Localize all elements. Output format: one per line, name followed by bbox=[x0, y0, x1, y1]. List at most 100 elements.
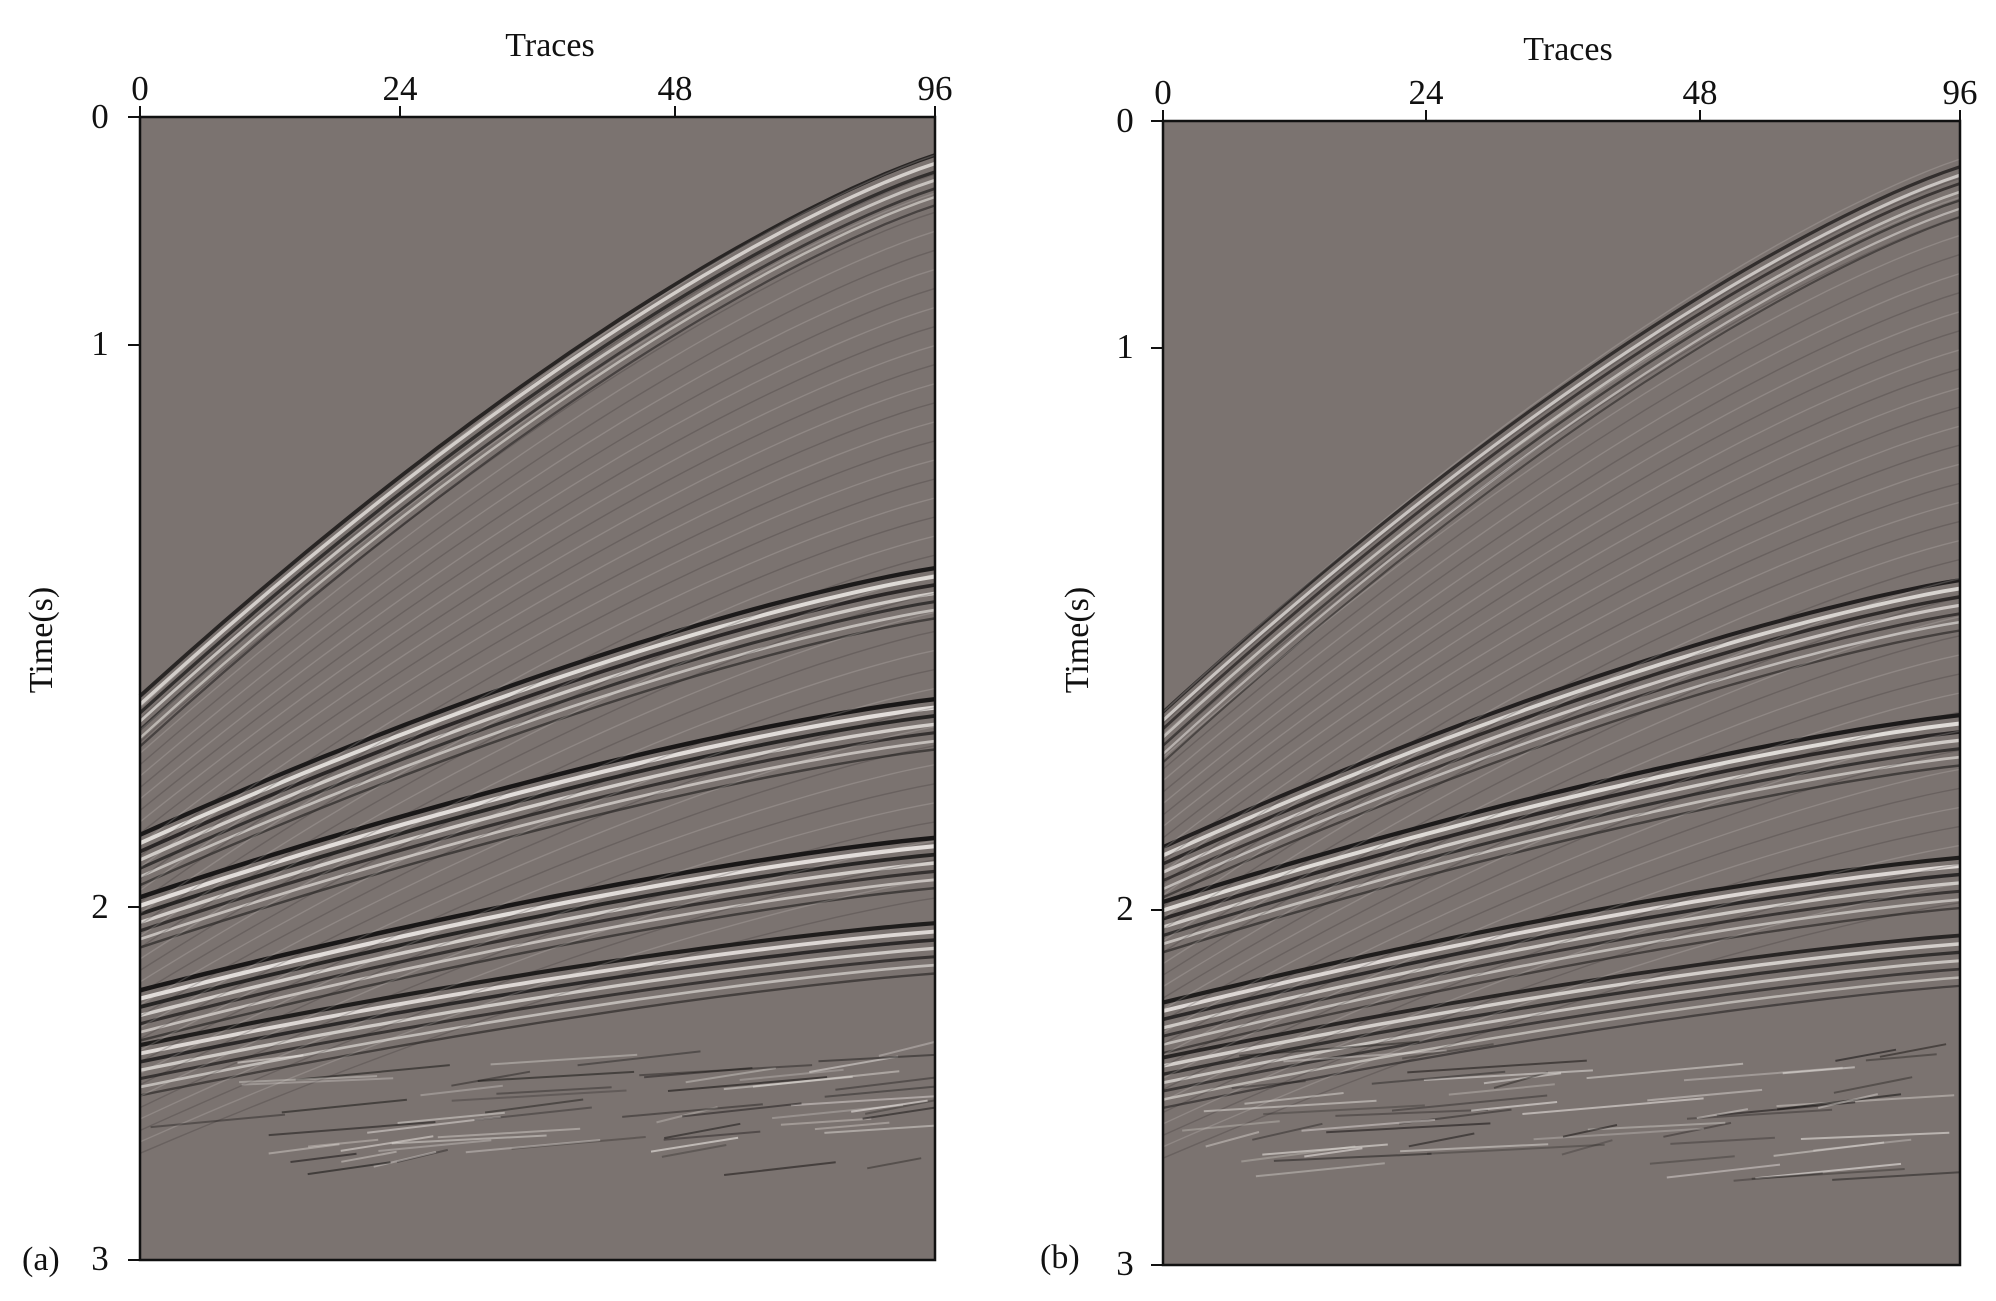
texture-line bbox=[139, 725, 936, 1052]
noise-streak bbox=[809, 1055, 899, 1073]
noise-streak bbox=[397, 1111, 505, 1124]
noise-streak bbox=[1398, 1108, 1512, 1125]
noise-streak bbox=[577, 1050, 701, 1067]
wavelet-line bbox=[1162, 898, 1961, 1046]
noise-streak bbox=[511, 1136, 646, 1150]
wavelet-line bbox=[1162, 755, 1961, 946]
seismic-plot-area bbox=[1161, 121, 1961, 1265]
noise-streak bbox=[865, 1099, 936, 1115]
y-tick-label-1: 1 bbox=[1116, 327, 1134, 366]
texture-line bbox=[139, 897, 936, 1154]
wavelet-line bbox=[139, 731, 936, 933]
noise-streak bbox=[682, 1102, 802, 1118]
wavelet-line bbox=[1162, 889, 1961, 1038]
y-axis-title: Time(s) bbox=[1059, 587, 1096, 693]
reflection-event-5 bbox=[1162, 933, 1961, 1110]
wavelet-line bbox=[139, 861, 936, 1018]
y-axis-title: Time(s) bbox=[23, 587, 60, 693]
wavelet-line bbox=[1161, 165, 1961, 714]
x-tick-label-0: 0 bbox=[131, 69, 149, 108]
texture-line bbox=[1162, 768, 1961, 1079]
plot-background bbox=[140, 117, 935, 1260]
noise-streak bbox=[644, 1067, 753, 1079]
wavelet-line bbox=[139, 886, 936, 1042]
noise-streak bbox=[1239, 1040, 1420, 1057]
y-tick-label-2: 2 bbox=[91, 887, 109, 926]
texture-line bbox=[139, 630, 936, 994]
wavelet-line bbox=[1162, 959, 1961, 1085]
noise-streak bbox=[1203, 1099, 1377, 1113]
plot-frame bbox=[138, 115, 937, 1262]
wavelet-line bbox=[139, 938, 936, 1064]
wavelet-line bbox=[1162, 906, 1961, 1055]
texture-line bbox=[139, 363, 936, 834]
wavelet-line bbox=[139, 739, 936, 941]
texture-line bbox=[139, 497, 936, 914]
wavelet-line bbox=[139, 195, 936, 739]
noise-streak bbox=[378, 1139, 492, 1152]
noise-streak bbox=[1666, 1163, 1781, 1179]
noise-streak bbox=[752, 1070, 900, 1088]
noise-streak bbox=[1586, 1062, 1744, 1080]
panel-label-b: (b) bbox=[1040, 1239, 1080, 1276]
texture-line bbox=[139, 878, 936, 1143]
x-tick-label-96: 96 bbox=[1943, 73, 1978, 112]
x-tick-label-96: 96 bbox=[918, 69, 953, 108]
noise-streak bbox=[1423, 1069, 1593, 1081]
noise-streak bbox=[1716, 1101, 1856, 1117]
noise-streak bbox=[451, 1070, 531, 1087]
texture-line bbox=[1162, 844, 1961, 1125]
noise-streak bbox=[239, 1075, 378, 1084]
wavelet-line bbox=[139, 591, 936, 862]
noise-streak bbox=[835, 1076, 936, 1091]
noise-streak bbox=[814, 1121, 890, 1131]
wavelet-line bbox=[139, 955, 936, 1081]
noise-streak bbox=[663, 1130, 761, 1141]
wavelet-line bbox=[139, 608, 936, 878]
texture-line bbox=[139, 440, 936, 880]
noise-streak bbox=[878, 1040, 936, 1057]
noise-streak bbox=[308, 1138, 379, 1148]
texture-line bbox=[139, 192, 936, 731]
texture-line bbox=[139, 611, 936, 983]
texture-line bbox=[139, 802, 936, 1097]
wavelet-line bbox=[1162, 730, 1961, 921]
texture-line bbox=[1162, 635, 1961, 999]
texture-line bbox=[139, 211, 936, 743]
wavelet-line bbox=[1162, 586, 1961, 858]
y-tick-label-2: 2 bbox=[1116, 889, 1134, 928]
y-tick-label-1: 1 bbox=[91, 324, 109, 363]
texture-line bbox=[1162, 425, 1961, 873]
texture-line bbox=[139, 821, 936, 1109]
noise-streak bbox=[824, 1085, 936, 1098]
noise-streak bbox=[639, 1064, 813, 1077]
noise-streak bbox=[851, 1099, 928, 1113]
wavelet-line bbox=[1162, 872, 1961, 1022]
texture-line bbox=[1162, 673, 1961, 1022]
texture-line bbox=[139, 706, 936, 1040]
noise-streak bbox=[391, 1134, 547, 1145]
wavelet-line bbox=[1162, 855, 1961, 1005]
texture-line bbox=[1162, 902, 1961, 1159]
wavelet-line bbox=[1162, 578, 1961, 849]
noise-streak bbox=[484, 1098, 584, 1114]
wavelet-line bbox=[139, 583, 936, 854]
noise-streak bbox=[1865, 1053, 1937, 1062]
texture-line bbox=[1162, 387, 1961, 850]
noise-streak bbox=[667, 1076, 828, 1092]
y-tick-label-3: 3 bbox=[91, 1239, 109, 1278]
wavelet-line bbox=[1162, 190, 1961, 739]
noise-streak bbox=[1776, 1094, 1955, 1108]
noise-band bbox=[150, 1040, 936, 1176]
wavelet-line bbox=[139, 929, 936, 1056]
wavelet-line bbox=[1162, 612, 1961, 882]
noise-streak bbox=[1448, 1083, 1555, 1096]
texture-line bbox=[1162, 692, 1961, 1034]
noise-streak bbox=[367, 1115, 501, 1134]
noise-band bbox=[1182, 1040, 1961, 1182]
noise-streak bbox=[1755, 1162, 1902, 1180]
noise-streak bbox=[1800, 1131, 1950, 1140]
wavelet-line bbox=[1162, 199, 1961, 747]
texture-line bbox=[1162, 863, 1961, 1136]
noise-streak bbox=[281, 1098, 408, 1114]
